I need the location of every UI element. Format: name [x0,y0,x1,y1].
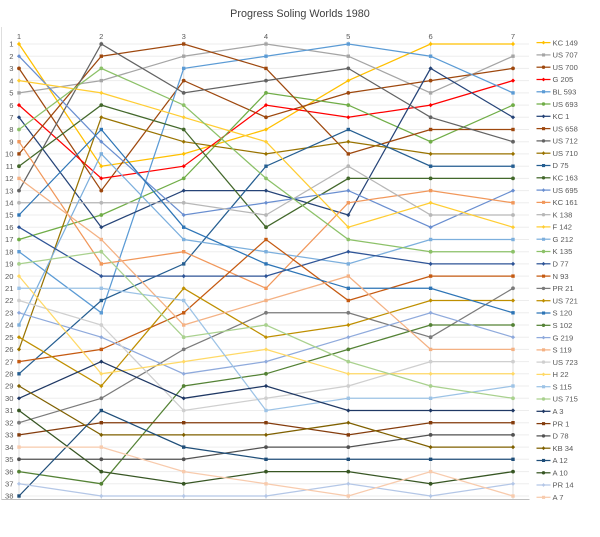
svg-text:K 138: K 138 [553,210,573,219]
svg-text:4: 4 [264,32,268,41]
svg-text:26: 26 [5,345,13,354]
svg-text:9: 9 [9,137,13,146]
svg-text:33: 33 [5,431,13,440]
svg-text:KC 163: KC 163 [553,174,578,183]
svg-text:19: 19 [5,260,13,269]
svg-text:37: 37 [5,480,13,489]
svg-text:KC 161: KC 161 [553,198,578,207]
svg-text:A 7: A 7 [553,493,564,502]
svg-text:8: 8 [9,125,13,134]
svg-text:34: 34 [5,443,13,452]
svg-text:35: 35 [5,455,13,464]
svg-text:US 721: US 721 [553,296,578,305]
svg-text:6: 6 [428,32,432,41]
svg-text:7: 7 [511,32,515,41]
svg-text:KC 149: KC 149 [553,38,578,47]
svg-text:G 212: G 212 [553,235,574,244]
svg-text:D 78: D 78 [553,432,569,441]
svg-text:D 75: D 75 [553,161,569,170]
svg-text:Progress Soling Worlds 1980: Progress Soling Worlds 1980 [230,8,370,20]
svg-text:5: 5 [346,32,350,41]
svg-text:1: 1 [9,40,13,49]
svg-text:US 707: US 707 [553,51,578,60]
svg-text:16: 16 [5,223,13,232]
svg-text:3: 3 [9,64,13,73]
svg-text:14: 14 [5,199,13,208]
svg-text:38: 38 [5,492,13,501]
svg-text:PR 1: PR 1 [553,419,570,428]
svg-text:21: 21 [5,284,13,293]
svg-text:11: 11 [6,162,14,171]
svg-text:US 712: US 712 [553,137,578,146]
svg-text:36: 36 [5,467,13,476]
svg-text:H 22: H 22 [553,370,569,379]
svg-text:US 658: US 658 [553,124,578,133]
svg-text:2: 2 [99,32,103,41]
svg-text:US 715: US 715 [553,395,578,404]
svg-text:A 10: A 10 [553,468,568,477]
svg-text:G 205: G 205 [553,75,574,84]
svg-text:A 3: A 3 [553,407,564,416]
svg-text:3: 3 [182,32,186,41]
svg-text:29: 29 [5,382,13,391]
svg-text:PR 21: PR 21 [553,284,574,293]
svg-text:17: 17 [5,235,13,244]
svg-text:A 12: A 12 [553,456,568,465]
svg-text:S 115: S 115 [553,382,572,391]
svg-text:S 119: S 119 [553,346,572,355]
svg-text:US 695: US 695 [553,186,578,195]
svg-text:KB 34: KB 34 [553,444,574,453]
svg-text:18: 18 [5,247,13,256]
svg-text:PR 14: PR 14 [553,481,574,490]
svg-text:F 142: F 142 [553,223,572,232]
svg-text:22: 22 [5,296,13,305]
svg-text:10: 10 [5,150,13,159]
svg-text:12: 12 [5,174,13,183]
svg-text:20: 20 [5,272,13,281]
svg-text:7: 7 [9,113,13,122]
svg-text:27: 27 [5,357,13,366]
svg-text:KC 1: KC 1 [553,112,570,121]
svg-text:K 135: K 135 [553,247,573,256]
svg-text:24: 24 [5,321,13,330]
svg-text:28: 28 [5,370,13,379]
svg-text:4: 4 [9,76,13,85]
svg-text:15: 15 [5,211,13,220]
svg-text:31: 31 [5,406,13,415]
svg-text:US 700: US 700 [553,63,578,72]
svg-text:BL 593: BL 593 [553,88,577,97]
svg-text:S 120: S 120 [553,309,573,318]
svg-text:5: 5 [9,89,13,98]
svg-text:US 710: US 710 [553,149,578,158]
svg-text:30: 30 [5,394,13,403]
svg-text:D 77: D 77 [553,260,569,269]
svg-text:S 102: S 102 [553,321,573,330]
svg-text:2: 2 [9,52,13,61]
svg-text:G 219: G 219 [553,333,574,342]
svg-text:N 93: N 93 [553,272,569,281]
svg-text:32: 32 [5,418,13,427]
svg-text:13: 13 [5,186,13,195]
svg-text:23: 23 [5,309,13,318]
svg-text:US 693: US 693 [553,100,578,109]
svg-text:1: 1 [17,32,21,41]
svg-text:25: 25 [5,333,13,342]
svg-text:US 723: US 723 [553,358,578,367]
svg-text:6: 6 [9,101,13,110]
